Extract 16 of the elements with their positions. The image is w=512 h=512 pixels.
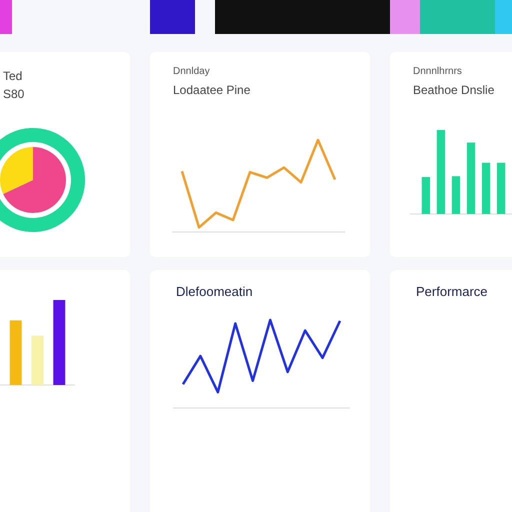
- bar: [422, 177, 430, 214]
- bar: [496, 162, 506, 214]
- chart-title: Beathoe Dnslie: [413, 83, 495, 97]
- bar: [452, 176, 460, 214]
- chart-title: Lodaatee Pine: [173, 83, 251, 97]
- bar: [436, 130, 446, 214]
- chart-title: Ted: [3, 69, 22, 83]
- chart-subtitle: S80: [3, 87, 25, 101]
- pie-slice: [3, 147, 66, 213]
- text: Performarce: [416, 284, 488, 299]
- bar: [482, 162, 490, 214]
- chart-title: Dlefoomeatin: [176, 284, 253, 299]
- chart-subtitle: Dnnlday: [173, 66, 210, 77]
- chart-subtitle: Dnnnlhrnrs: [413, 66, 462, 77]
- pie-slice: [0, 147, 33, 194]
- bar: [466, 142, 476, 214]
